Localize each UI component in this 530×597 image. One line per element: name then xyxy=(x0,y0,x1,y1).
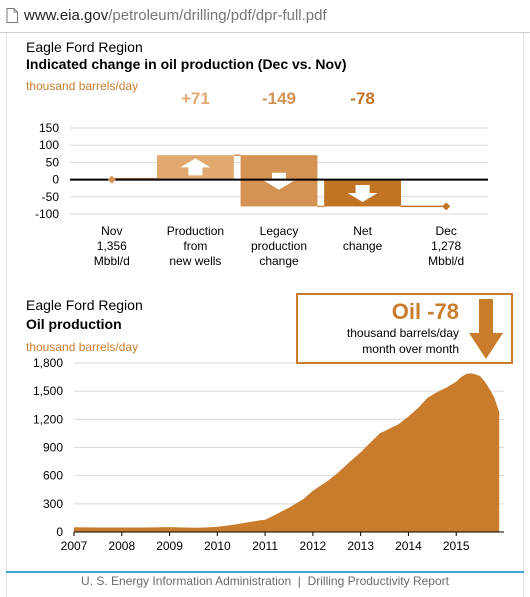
y-tick-label: 0 xyxy=(52,173,59,187)
y-tick-label: 300 xyxy=(43,497,63,511)
callout-line1: thousand barrels/day xyxy=(346,326,459,340)
category-label: Mbbl/d xyxy=(428,254,464,268)
category-label: 1,278 xyxy=(431,239,461,253)
bar-value-label: -78 xyxy=(350,89,375,108)
y-tick-label: -50 xyxy=(42,190,60,204)
x-tick-label: 2008 xyxy=(108,539,135,553)
bar-value-label: -149 xyxy=(262,89,296,108)
marker-diamond xyxy=(107,175,116,184)
callout-headline: Oil -78 xyxy=(391,299,459,324)
category-label: Net xyxy=(353,224,372,238)
production-area-chart: 0 300 600 900 1,200 1,500 1,800 2007 2008 2009 201… xyxy=(33,356,504,553)
y-tick-label: 150 xyxy=(39,121,59,135)
category-label: new wells xyxy=(169,254,221,268)
x-tick-label: 2011 xyxy=(252,539,278,553)
y-tick-label: 100 xyxy=(39,138,59,152)
x-tick-label: 2007 xyxy=(61,539,88,553)
oil-change-callout: Oil -78 thousand barrels/day month over … xyxy=(296,293,513,364)
address-bar[interactable]: www.eia.gov/petroleum/drilling/pdf/dpr-f… xyxy=(0,0,530,33)
arrow-down-icon xyxy=(264,172,294,190)
y-tick-label: 1,500 xyxy=(33,384,63,398)
y-tick-label: 0 xyxy=(56,525,63,539)
y-tick-label: 900 xyxy=(43,441,63,455)
callout-line2: month over month xyxy=(362,342,459,356)
url-host: www.eia.gov xyxy=(24,7,109,24)
page-icon xyxy=(6,8,18,23)
category-label: change xyxy=(259,254,299,268)
footer-text: U. S. Energy Information Administration … xyxy=(81,574,449,588)
production-area xyxy=(74,373,500,532)
arrow-up-icon xyxy=(180,158,211,176)
down-arrow-icon xyxy=(469,299,503,359)
category-label: Legacy xyxy=(260,224,299,238)
chart2-unit: thousand barrels/day xyxy=(26,340,139,354)
chart1-title: Eagle Ford Region xyxy=(26,39,143,55)
url-path: /petroleum/drilling/pdf/dpr-full.pdf xyxy=(108,7,327,24)
x-tick-label: 2010 xyxy=(204,539,231,553)
category-label: Mbbl/d xyxy=(94,254,130,268)
y-tick-label: 1,200 xyxy=(33,412,63,426)
y-tick-label: 600 xyxy=(43,469,63,483)
arrow-down-icon xyxy=(347,185,378,203)
chart1-unit: thousand barrels/day xyxy=(26,79,139,93)
y-tick-label: -100 xyxy=(35,207,59,221)
x-tick-label: 2012 xyxy=(300,539,327,553)
category-label: 1,356 xyxy=(97,239,127,253)
category-label: Production xyxy=(167,224,224,238)
y-tick-label: 1,800 xyxy=(33,356,63,370)
x-tick-label: 2014 xyxy=(395,539,422,553)
chart1-subtitle: Indicated change in oil production (Dec … xyxy=(26,56,347,72)
x-tick-label: 2015 xyxy=(443,539,470,553)
category-label: from xyxy=(183,239,207,253)
chart2-subtitle: Oil production xyxy=(26,316,122,332)
chart2-title: Eagle Ford Region xyxy=(26,297,143,313)
category-label: change xyxy=(343,239,383,253)
x-tick-label: 2009 xyxy=(156,539,183,553)
x-tick-label: 2013 xyxy=(347,539,374,553)
url-text[interactable]: www.eia.gov/petroleum/drilling/pdf/dpr-f… xyxy=(24,7,327,24)
bar-value-label: +71 xyxy=(181,89,210,108)
category-label: production xyxy=(251,239,307,253)
y-tick-label: 50 xyxy=(46,155,60,169)
footer-rule xyxy=(6,571,524,573)
category-label: Nov xyxy=(101,224,122,238)
marker-diamond xyxy=(442,202,451,211)
category-label: Dec xyxy=(436,224,457,238)
